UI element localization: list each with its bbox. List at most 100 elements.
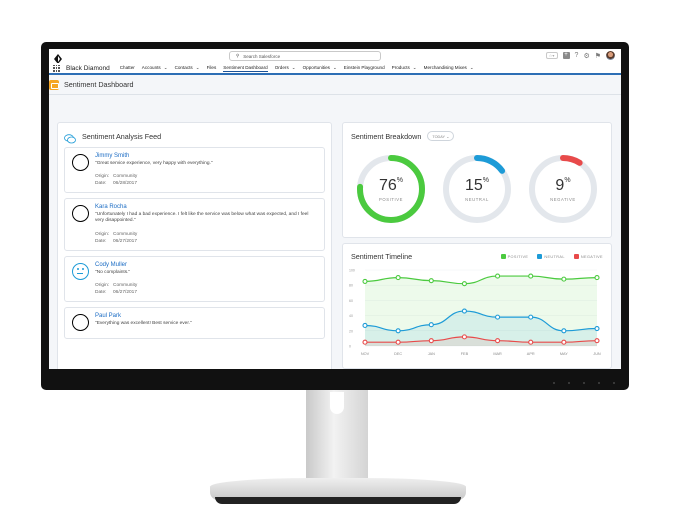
app-name: Black Diamond	[66, 64, 110, 72]
neutral-face-icon	[72, 262, 89, 280]
origin-label: Origin:	[95, 231, 110, 237]
donut-unit: %	[482, 177, 490, 184]
nav-tab-5[interactable]: Orders ⌄	[275, 65, 296, 72]
legend-item: NEUTRAL	[537, 254, 565, 259]
data-point-2-6	[561, 339, 567, 345]
favorites-icon[interactable]: ☆▾	[545, 52, 558, 59]
customer-name-link[interactable]: Jimmy Smith	[95, 153, 130, 159]
donut-label: POSITIVE	[378, 197, 404, 202]
legend-swatch	[573, 254, 579, 259]
data-point-1-0	[362, 322, 368, 329]
feed-item[interactable]: Jimmy Smith "Great service experience, ve…	[64, 147, 325, 194]
app-launcher-icon[interactable]	[53, 64, 60, 72]
donut-label: NEUTRAL	[465, 197, 489, 202]
date-value: 06/27/2017	[113, 289, 138, 295]
data-point-0-6	[561, 276, 567, 282]
nav-tab-7[interactable]: Einstein Playground	[344, 65, 385, 72]
nav-tab-label: Opportunities	[302, 64, 330, 70]
y-tick-label: 100	[349, 269, 355, 273]
x-tick-label: APR	[527, 352, 535, 356]
nav-tab-0[interactable]: Chatter	[120, 65, 135, 72]
customer-name-link[interactable]: Cody Muller	[95, 261, 128, 268]
nav-tab-8[interactable]: Products ⌄	[392, 65, 417, 72]
y-tick-label: 0	[349, 345, 351, 349]
donut-number: 76	[378, 177, 397, 194]
nav-tab-label: Merchandising Mixes	[423, 64, 467, 70]
chart-legend: POSITIVE NEUTRAL NEGATIVE	[500, 254, 603, 259]
donut-arc	[529, 155, 597, 223]
legend-swatch	[500, 254, 506, 259]
chevron-down-icon[interactable]: ⌄	[195, 64, 200, 70]
legend-label: POSITIVE	[507, 254, 529, 259]
customer-quote: "Everything was excellent! Best service …	[95, 320, 192, 326]
legend-item: POSITIVE	[500, 254, 529, 259]
origin-row: Origin: Community	[95, 173, 318, 180]
donut-arc	[443, 155, 511, 223]
monitor-buttons	[553, 382, 615, 384]
data-point-1-1	[395, 328, 401, 334]
nav-tab-3[interactable]: Files	[207, 65, 217, 72]
data-point-2-7	[594, 338, 600, 344]
positive-face-icon	[72, 313, 89, 331]
nav-tab-2[interactable]: Contacts ⌄	[175, 65, 200, 72]
nav-tab-label: Sentiment Dashboard	[223, 64, 268, 70]
notifications-bell-icon[interactable]: ⚑	[594, 52, 601, 60]
date-row: Date: 06/27/2017	[95, 238, 318, 245]
data-point-1-3	[461, 308, 467, 314]
nav-tab-1[interactable]: Accounts ⌄	[142, 65, 168, 72]
company-logo-icon[interactable]	[53, 51, 63, 64]
help-icon[interactable]: ?	[574, 52, 579, 59]
positive-face-icon	[72, 154, 89, 171]
feed-item[interactable]: Cody Muller "No complaints." Origin: Commun…	[64, 255, 325, 302]
origin-label: Origin:	[95, 174, 110, 180]
date-row: Date: 06/28/2017	[95, 180, 318, 187]
customer-name-link[interactable]: Paul Park	[95, 312, 122, 319]
legend-label: NEGATIVE	[580, 254, 603, 259]
donut-negative: 9% NEGATIVE	[527, 153, 599, 225]
y-tick-label: 40	[349, 314, 353, 318]
add-icon[interactable]: +	[562, 52, 570, 59]
search-icon: ⚲	[236, 53, 240, 58]
x-tick-label: MAR	[493, 352, 502, 356]
legend-label: NEUTRAL	[544, 254, 565, 259]
donut-unit: %	[396, 177, 404, 184]
data-point-2-1	[395, 339, 401, 345]
chevron-down-icon[interactable]: ⌄	[469, 64, 474, 70]
date-value: 06/28/2017	[113, 181, 138, 187]
chevron-down-icon[interactable]: ⌄	[163, 64, 168, 70]
user-avatar[interactable]	[606, 51, 615, 60]
origin-value: Community	[113, 174, 138, 180]
data-point-0-3	[461, 281, 467, 287]
feed-item[interactable]: Kara Rocha "Unfortunately I had a bad exp…	[64, 198, 325, 251]
donut-value: 15%	[441, 177, 513, 195]
x-tick-label: JAN	[428, 352, 435, 356]
setup-gear-icon[interactable]: ⚙	[583, 52, 590, 60]
feed-item[interactable]: Paul Park "Everything was excellent! Best…	[64, 306, 325, 340]
nav-tab-6[interactable]: Opportunities ⌄	[303, 65, 337, 72]
chevron-down-icon[interactable]: ⌄	[332, 64, 337, 70]
data-point-2-3	[461, 334, 467, 340]
nav-tab-label: Orders	[274, 64, 289, 70]
donut-value: 9%	[527, 177, 599, 195]
customer-name-link[interactable]: Kara Rocha	[95, 204, 127, 211]
date-label: Date:	[95, 289, 107, 295]
period-filter-dropdown[interactable]: TODAY ⌄	[427, 131, 455, 141]
x-tick-label: MAY	[560, 352, 568, 356]
data-point-2-0	[362, 339, 368, 345]
y-tick-label: 60	[349, 299, 353, 303]
x-tick-label: FEB	[461, 352, 469, 356]
data-point-0-5	[528, 273, 534, 279]
chevron-down-icon[interactable]: ⌄	[291, 64, 296, 70]
nav-tab-9[interactable]: Merchandising Mixes ⌄	[424, 65, 474, 72]
nav-tab-4[interactable]: Sentiment Dashboard	[223, 64, 268, 72]
origin-value: Community	[113, 282, 138, 288]
date-value: 06/27/2017	[113, 238, 138, 244]
dashboard-icon	[49, 79, 59, 90]
app-nav-bar: Black Diamond Chatter Accounts ⌄ Contacts ⌄ F…	[49, 63, 621, 75]
chevron-down-icon[interactable]: ⌄	[412, 64, 417, 70]
data-point-1-5	[528, 314, 534, 320]
global-header: ⚲ Search Salesforce ☆▾ + ? ⚙ ⚑	[49, 49, 621, 64]
timeline-title: Sentiment Timeline	[351, 252, 413, 261]
x-tick-label: JUN	[593, 352, 601, 356]
global-search-input[interactable]: ⚲ Search Salesforce	[229, 51, 381, 61]
